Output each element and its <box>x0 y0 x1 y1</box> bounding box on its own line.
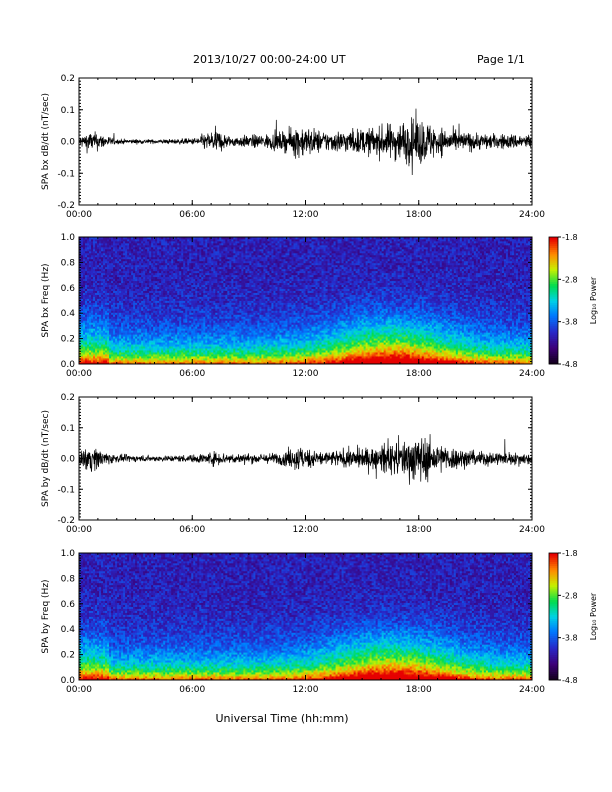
page-number: Page 1/1 <box>477 53 525 66</box>
x-tick-label: 12:00 <box>293 525 319 535</box>
spectrogram-cells <box>79 553 533 681</box>
x-tick-label: 18:00 <box>406 369 432 379</box>
colorbar-tick-label: -3.8 <box>562 318 578 327</box>
x-tick-label: 12:00 <box>293 369 319 379</box>
y-tick-label: 0.1 <box>61 106 75 116</box>
timeseries-panel: -0.2 -0.1 0.0 0.1 0.2 00:00 06:00 12:00 18:00 24:… <box>41 393 545 535</box>
x-tick-label: 00:00 <box>66 685 92 695</box>
signal-trace <box>78 434 533 485</box>
x-tick-label: 18:00 <box>406 210 432 220</box>
y-tick-label: 0.4 <box>61 309 76 319</box>
colorbar: -1.8 -2.8 -3.8 -4.8 Log₁₀ Power <box>548 549 598 685</box>
y-tick-label: 1.0 <box>61 549 76 559</box>
y-axis-label: SPA bx Freq (Hz) <box>41 263 51 337</box>
y-tick-label: 0.0 <box>61 138 76 148</box>
y-tick-label: 0.2 <box>61 335 75 345</box>
colorbar-tick-label: -4.8 <box>562 360 578 369</box>
x-tick-label: 18:00 <box>406 525 432 535</box>
colorbar-label: Log₁₀ Power <box>589 276 598 324</box>
y-tick-label: -0.1 <box>57 169 75 179</box>
colorbar-label: Log₁₀ Power <box>589 592 598 640</box>
page-date-range: 2013/10/27 00:00-24:00 UT <box>193 53 346 66</box>
x-tick-label: 06:00 <box>179 369 205 379</box>
colorbar-tick-label: -2.8 <box>562 275 578 284</box>
y-tick-label: 0.8 <box>61 574 76 584</box>
y-axis-label: SPA bx dB/dt (nT/sec) <box>41 93 51 190</box>
signal-trace <box>78 108 533 176</box>
x-tick-label: 24:00 <box>519 369 545 379</box>
y-tick-label: 0.2 <box>61 393 75 403</box>
y-tick-label: 0.2 <box>61 651 75 661</box>
y-tick-label: -0.1 <box>57 485 75 495</box>
x-tick-label: 06:00 <box>179 685 205 695</box>
colorbar: -1.8 -2.8 -3.8 -4.8 Log₁₀ Power <box>548 233 598 369</box>
x-tick-label: 24:00 <box>519 525 545 535</box>
x-tick-label: 24:00 <box>519 210 545 220</box>
y-tick-label: -0.2 <box>57 516 75 526</box>
x-tick-label: 12:00 <box>293 685 319 695</box>
y-tick-label: 0.0 <box>61 455 76 465</box>
y-axis-label: SPA by Freq (Hz) <box>41 579 51 653</box>
x-tick-label: 06:00 <box>179 525 205 535</box>
y-tick-label: 0.1 <box>61 424 75 434</box>
y-tick-label: 0.8 <box>61 258 76 268</box>
y-tick-label: 0.2 <box>61 74 75 84</box>
x-axis-label: Universal Time (hh:mm) <box>216 712 349 725</box>
spectrogram-panel: -1.8 -2.8 -3.8 -4.8 Log₁₀ Power 0.0 0.2 0.4 0.6 0… <box>41 233 598 379</box>
x-tick-label: 12:00 <box>293 210 319 220</box>
colorbar-tick-label: -4.8 <box>562 676 578 685</box>
y-tick-label: 1.0 <box>61 233 76 243</box>
spectrogram-panel: -1.8 -2.8 -3.8 -4.8 Log₁₀ Power 0.0 0.2 0.4 0.6 0… <box>41 549 598 695</box>
y-tick-label: 0.0 <box>61 360 76 370</box>
colorbar-tick-label: -1.8 <box>562 233 578 242</box>
y-tick-label: 0.6 <box>61 284 76 294</box>
y-tick-label: 0.4 <box>61 625 76 635</box>
spectrogram-cells <box>79 237 533 365</box>
y-tick-label: 0.0 <box>61 676 76 686</box>
timeseries-panel: -0.2 -0.1 0.0 0.1 0.2 00:00 06:00 12:00 18:00 24:… <box>41 74 545 220</box>
y-tick-label: -0.2 <box>57 201 75 211</box>
x-tick-label: 06:00 <box>179 210 205 220</box>
colorbar-tick-label: -3.8 <box>562 634 578 643</box>
x-tick-label: 24:00 <box>519 685 545 695</box>
x-tick-label: 00:00 <box>66 525 92 535</box>
x-tick-label: 00:00 <box>66 369 92 379</box>
x-tick-label: 00:00 <box>66 210 92 220</box>
y-axis-label: SPA by dB/dt (nT/sec) <box>41 410 51 507</box>
x-tick-label: 18:00 <box>406 685 432 695</box>
colorbar-frame <box>548 236 559 365</box>
y-tick-label: 0.6 <box>61 600 76 610</box>
colorbar-tick-label: -2.8 <box>562 591 578 600</box>
colorbar-tick-label: -1.8 <box>562 549 578 558</box>
colorbar-frame <box>548 552 559 681</box>
